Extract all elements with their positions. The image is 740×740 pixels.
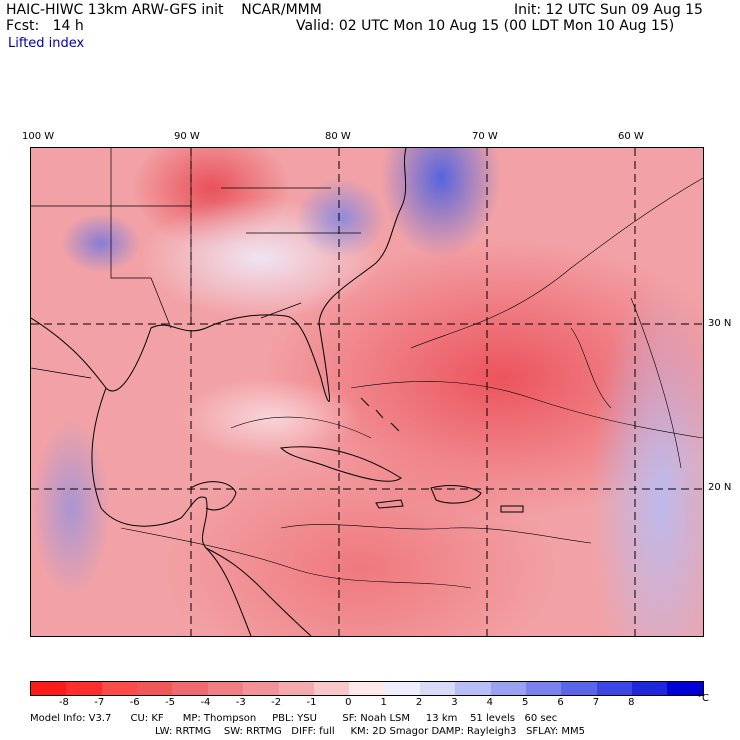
mexico-coastline bbox=[91, 387, 252, 636]
colorbar-tick-label: 5 bbox=[521, 697, 529, 708]
colorbar-tick-label: -2 bbox=[271, 697, 282, 708]
colorbar-tick-label: 0 bbox=[345, 697, 352, 708]
contour-f bbox=[280, 524, 592, 544]
lifted-index-map bbox=[30, 147, 704, 637]
colorbar-segment bbox=[632, 682, 668, 695]
border-la-tx bbox=[150, 277, 172, 329]
colorbar-tick-label: -8 bbox=[58, 697, 69, 708]
lat-label-30n: 30 N bbox=[708, 318, 732, 329]
colorbar-segment bbox=[455, 682, 491, 695]
yucatan bbox=[190, 481, 237, 511]
colorbar-unit: °C bbox=[697, 693, 709, 704]
jamaica bbox=[375, 499, 404, 509]
central-america-coast bbox=[205, 547, 312, 636]
colorbar-segment bbox=[526, 682, 562, 695]
colorbar-segment bbox=[31, 682, 67, 695]
lon-label-100w: 100 W bbox=[22, 131, 55, 142]
colorbar-segment bbox=[596, 682, 633, 695]
colorbar-segment bbox=[561, 682, 597, 695]
colorbar-tick-label: 8 bbox=[628, 697, 635, 708]
border-fl-ga bbox=[260, 302, 302, 319]
init-time: Init: 12 UTC Sun 09 Aug 15 bbox=[514, 2, 703, 18]
coastlines bbox=[31, 148, 524, 636]
hispaniola bbox=[430, 485, 482, 504]
contour-c bbox=[230, 416, 372, 439]
contour-e bbox=[120, 527, 472, 589]
colorbar-segment bbox=[243, 682, 279, 695]
model-title: HAIC-HIWC 13km ARW-GFS init NCAR/MMM bbox=[6, 2, 322, 18]
colorbar-segment bbox=[207, 682, 244, 695]
colorbar-segment bbox=[137, 682, 173, 695]
colorbar-tick-label: 7 bbox=[592, 697, 600, 708]
colorbar-tick-label: 4 bbox=[486, 697, 493, 708]
colorbar-segment bbox=[101, 682, 138, 695]
colorbar-tick-label: 2 bbox=[415, 697, 423, 708]
contour-b bbox=[350, 381, 703, 439]
contour-g bbox=[630, 297, 682, 469]
contour-a bbox=[410, 177, 703, 349]
state-borders bbox=[31, 148, 361, 379]
colorbar-tick-label: -6 bbox=[129, 697, 140, 708]
graticule bbox=[31, 148, 703, 636]
map-overlay bbox=[31, 148, 703, 636]
colorbar-segment bbox=[384, 682, 420, 695]
forecast-hour: Fcst: 14 h bbox=[6, 18, 84, 34]
puerto-rico bbox=[500, 505, 524, 513]
lon-label-70w: 70 W bbox=[472, 131, 498, 142]
colorbar-segment bbox=[490, 682, 527, 695]
valid-time: Valid: 02 UTC Mon 10 Aug 15 (00 LDT Mon … bbox=[296, 18, 675, 34]
colorbar-segment bbox=[313, 682, 350, 695]
colorbar-tick-label: -5 bbox=[165, 697, 176, 708]
colorbar-tick-label: 1 bbox=[380, 697, 387, 708]
border-us-mx bbox=[31, 367, 92, 379]
field-name: Lifted index bbox=[8, 36, 85, 51]
colorbar-tick-label: -4 bbox=[200, 697, 211, 708]
border-tx-ok bbox=[110, 148, 151, 279]
colorbar-tick-label: -7 bbox=[94, 697, 105, 708]
bahamas bbox=[360, 397, 400, 432]
contour-d bbox=[570, 327, 612, 409]
colorbar-segment bbox=[172, 682, 208, 695]
colorbar-tick-label: 6 bbox=[557, 697, 564, 708]
cuba bbox=[279, 446, 402, 482]
colorbar-tick-label: 3 bbox=[451, 697, 458, 708]
model-info-line2: LW: RRTMG SW: RRTMG DIFF: full KM: 2D Sm… bbox=[155, 726, 585, 737]
lon-label-60w: 60 W bbox=[618, 131, 644, 142]
lon-label-90w: 90 W bbox=[174, 131, 200, 142]
us-coastline bbox=[31, 148, 407, 402]
colorbar-segment bbox=[66, 682, 102, 695]
colorbar-segment bbox=[667, 682, 703, 695]
contours bbox=[120, 177, 703, 589]
lat-label-20n: 20 N bbox=[708, 482, 732, 493]
model-info-line1: Model Info: V3.7 CU: KF MP: Thompson PBL… bbox=[30, 713, 558, 724]
color-scale-bar bbox=[30, 681, 704, 696]
colorbar-segment bbox=[278, 682, 314, 695]
colorbar-segment bbox=[419, 682, 456, 695]
colorbar-tick-label: -1 bbox=[306, 697, 317, 708]
colorbar-tick-label: -3 bbox=[235, 697, 246, 708]
colorbar-segment bbox=[349, 682, 385, 695]
lon-label-80w: 80 W bbox=[325, 131, 351, 142]
